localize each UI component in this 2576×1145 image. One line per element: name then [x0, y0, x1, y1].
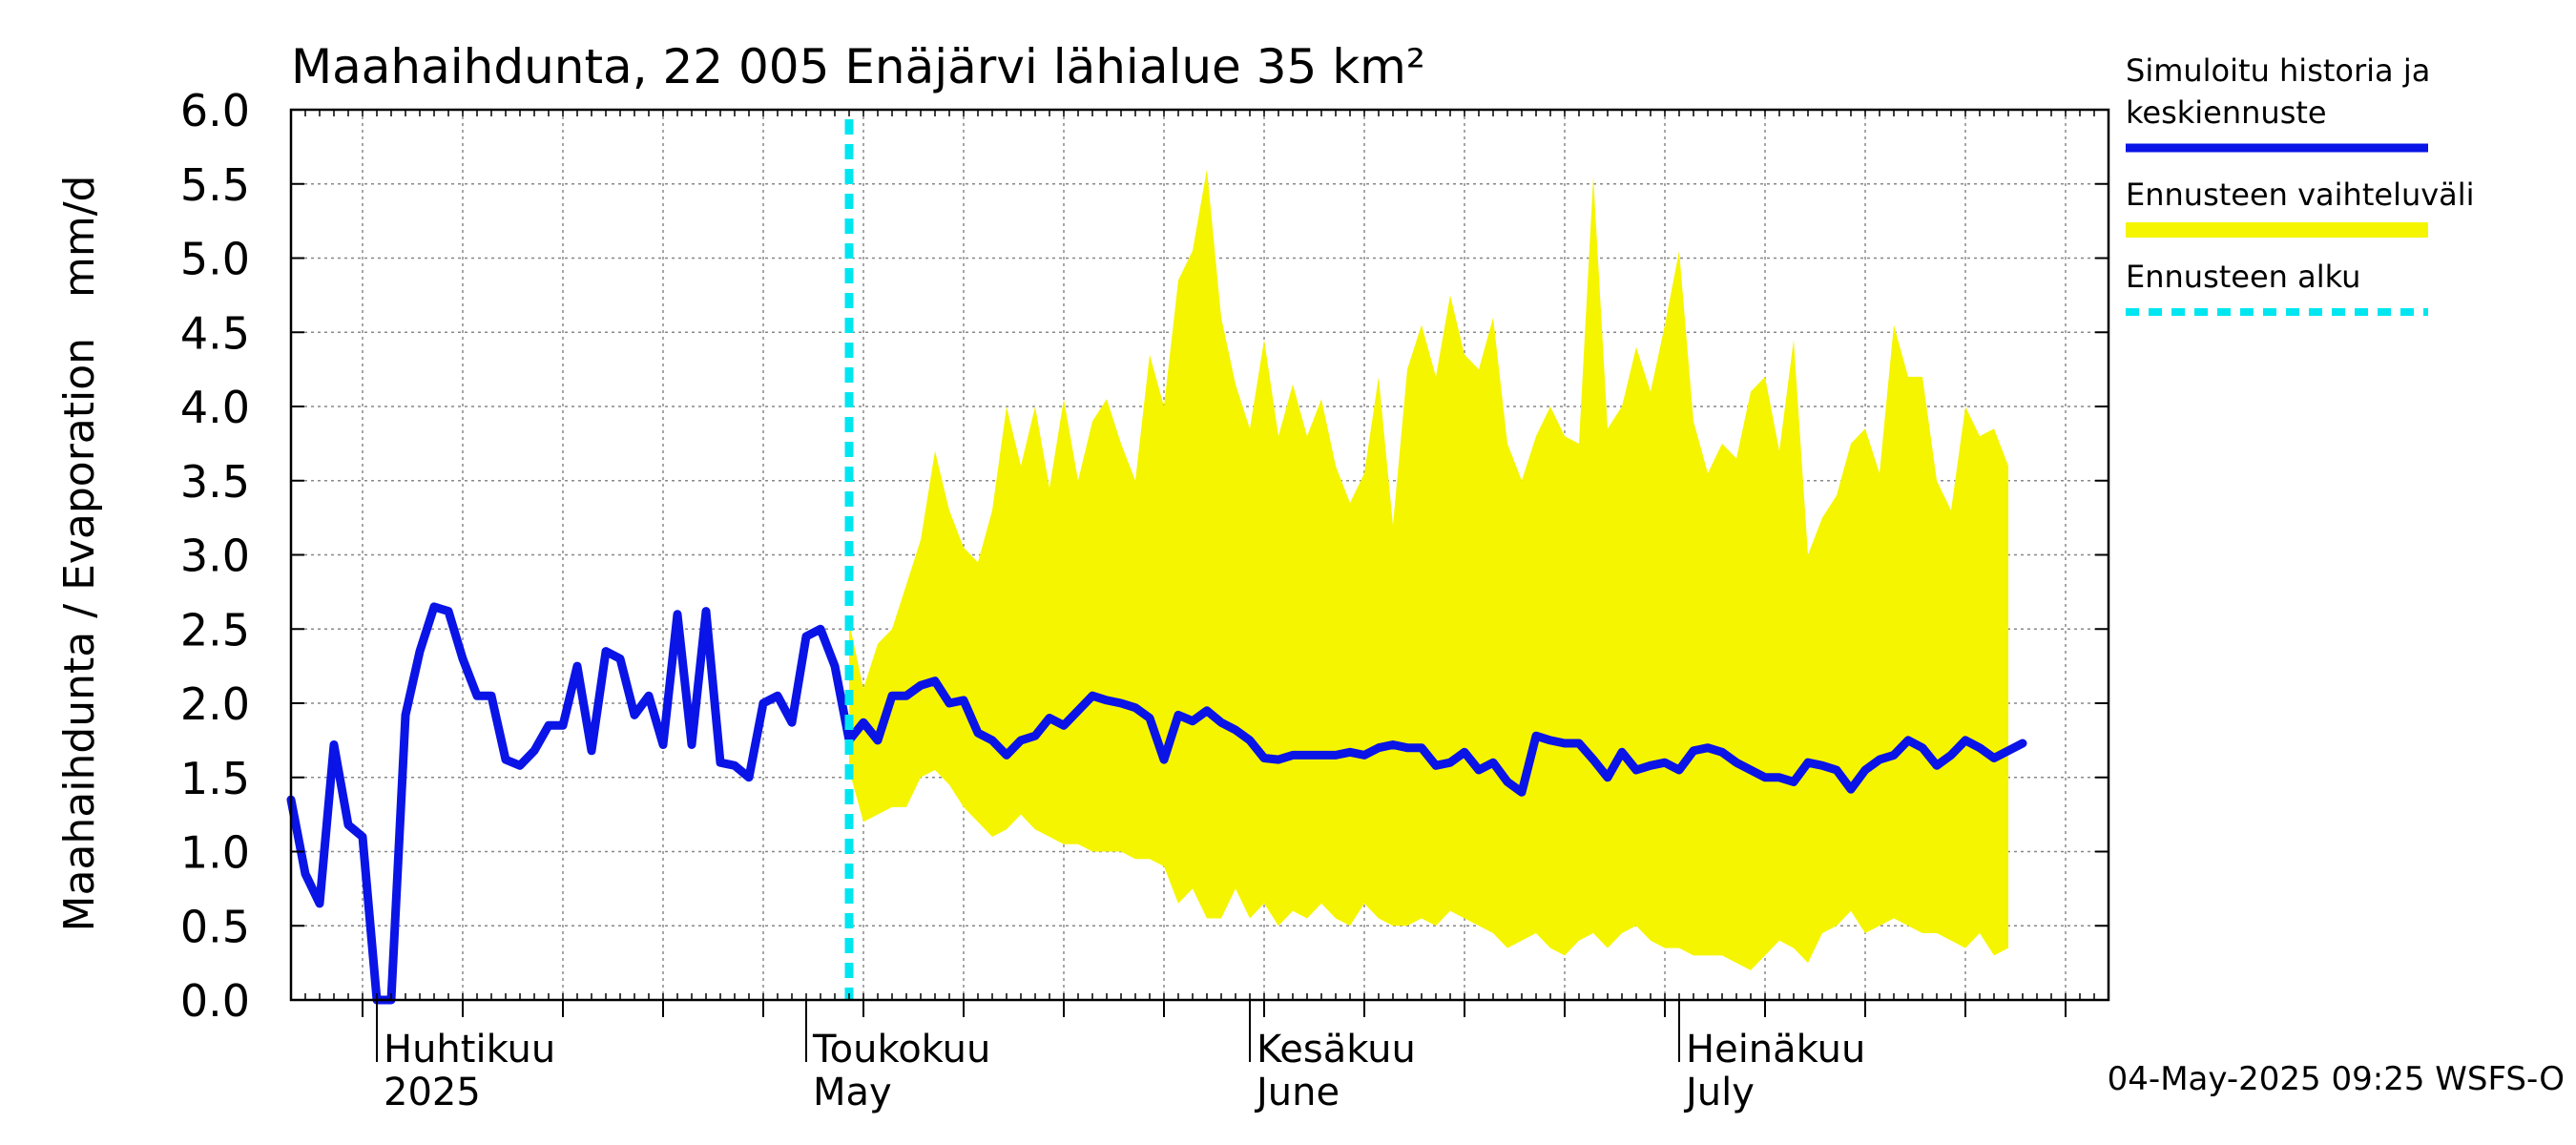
y-tick-label: 6.0: [180, 85, 250, 136]
y-tick-label: 4.5: [180, 307, 250, 359]
month-label: Kesäkuu: [1257, 1028, 1416, 1072]
legend-label: Ennusteen alku: [2126, 259, 2360, 295]
legend-label: Ennusteen vaihteluväli: [2126, 177, 2475, 213]
y-tick-label: 0.5: [180, 901, 250, 952]
month-sublabel: June: [1254, 1071, 1340, 1114]
legend-label: Simuloitu historia ja: [2126, 52, 2430, 89]
y-tick-label: 1.0: [180, 827, 250, 879]
y-tick-label: 3.5: [180, 456, 250, 508]
legend: Simuloitu historia ja keskiennuste Ennuste…: [2126, 52, 2475, 316]
y-tick-label: 5.5: [180, 159, 250, 211]
y-tick-label: 0.0: [180, 975, 250, 1027]
legend-label: keskiennuste: [2126, 94, 2327, 131]
y-tick-label: 5.0: [180, 234, 250, 285]
month-sublabel: 2025: [384, 1071, 481, 1114]
y-axis-ticks: 0.0 0.5 1.0 1.5 2.0 2.5 3.0 3.5 4.0 4.5 5.0 5.5 6.0: [180, 85, 2109, 1027]
y-tick-label: 2.0: [180, 678, 250, 730]
month-label: Huhtikuu: [384, 1028, 555, 1072]
simulated-line: [286, 602, 2027, 1005]
y-tick-label: 1.5: [180, 753, 250, 804]
simulated-history-line: [286, 602, 2027, 1005]
footer-timestamp: 04-May-2025 09:25 WSFS-O: [2108, 1060, 2565, 1098]
chart-title: Maahaihdunta, 22 005 Enäjärvi lähialue 3…: [291, 39, 1425, 94]
month-sublabel: July: [1683, 1071, 1755, 1114]
y-axis-label: Maahaihdunta / Evaporation mm/d: [55, 176, 104, 932]
y-tick-label: 3.0: [180, 531, 250, 582]
month-sublabel: May: [813, 1071, 892, 1114]
forecast-range-area: [849, 169, 2008, 970]
y-tick-label: 4.0: [180, 382, 250, 433]
month-label: Toukokuu: [812, 1028, 990, 1072]
y-tick-label: 2.5: [180, 604, 250, 656]
forecast-range-band: [849, 169, 2008, 970]
month-label: Heinäkuu: [1686, 1028, 1865, 1072]
